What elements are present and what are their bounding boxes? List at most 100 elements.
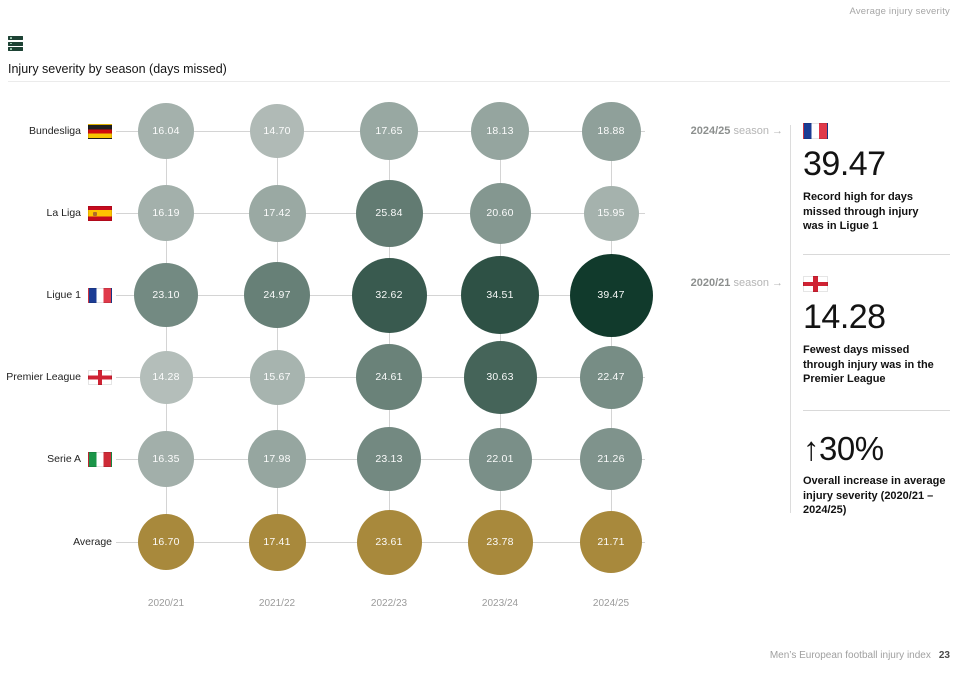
bubble: 24.97 <box>244 262 310 328</box>
bubble-value: 14.70 <box>263 125 291 137</box>
title-divider <box>8 81 950 82</box>
bubble: 15.95 <box>583 185 639 241</box>
x-axis-label: 2023/24 <box>481 598 519 609</box>
bubble: 17.65 <box>360 102 418 160</box>
footer-text: Men’s European football injury index <box>769 650 931 661</box>
sidebar-divider <box>803 410 950 411</box>
x-axis-label: 2024/25 <box>592 598 630 609</box>
row-label: Ligue 1 <box>46 289 81 301</box>
bubble-value: 22.01 <box>486 453 514 465</box>
season-pointer-year: 2020/21 <box>690 277 731 289</box>
bubble: 17.42 <box>248 184 306 242</box>
bubble-value: 30.63 <box>486 371 514 383</box>
bubble-value: 17.98 <box>263 453 291 465</box>
season-pointer-suffix: season → <box>733 125 783 137</box>
bubble-value: 17.42 <box>263 207 291 219</box>
bubble-value: 22.47 <box>597 371 625 383</box>
bubble-value: 15.95 <box>597 207 625 219</box>
bubble-value: 15.67 <box>263 371 291 383</box>
bubble: 18.88 <box>581 101 641 161</box>
season-pointer-year: 2024/25 <box>690 125 731 137</box>
bubble-value: 17.41 <box>263 536 291 548</box>
grid-line-vertical <box>277 131 278 542</box>
bubble: 14.70 <box>250 104 304 158</box>
increase-value: ↑30% <box>803 430 884 467</box>
bubble: 24.61 <box>356 344 422 410</box>
england-flag-icon <box>88 369 112 385</box>
stat-description: Record high for days missed through inju… <box>803 191 919 233</box>
section-label: Average injury severity <box>849 6 950 17</box>
grid-line-vertical <box>500 131 501 542</box>
chart-title: Injury severity by season (days missed) <box>8 62 227 76</box>
bubble: 14.28 <box>139 350 193 404</box>
bubble-value: 14.28 <box>152 371 180 383</box>
italy-flag-icon <box>88 451 112 467</box>
season-pointer-2020-21: 2020/21 season → <box>628 277 783 289</box>
germany-flag-icon <box>88 123 112 139</box>
season-pointer-suffix: season → <box>733 277 783 289</box>
bubble-value: 18.88 <box>597 125 625 137</box>
data-table-icon-bar <box>8 36 23 40</box>
stat-record-high: 39.47 Record high for days missed throug… <box>803 123 953 234</box>
bubble: 23.61 <box>356 509 422 575</box>
bubble-value: 16.19 <box>152 207 180 219</box>
sidebar-divider-vertical <box>790 125 791 513</box>
grid-line-vertical <box>389 131 390 542</box>
bubble: 15.67 <box>249 349 305 405</box>
bubble: 30.63 <box>463 340 537 414</box>
x-axis-label: 2022/23 <box>370 598 408 609</box>
stat-fewest-days: 14.28 Fewest days missed through injury … <box>803 276 953 387</box>
bubble-value: 24.61 <box>375 371 403 383</box>
data-table-icon-bar <box>8 41 23 46</box>
row-label-group: Serie A <box>0 449 112 469</box>
bubble-value: 25.84 <box>375 207 403 219</box>
bubble: 17.41 <box>248 513 306 571</box>
bubble-value: 21.71 <box>597 536 625 548</box>
row-label-group: Bundesliga <box>0 121 112 141</box>
sidebar-divider <box>803 254 950 255</box>
stat-description: Fewest days missed through injury was in… <box>803 344 934 386</box>
bubble-value: 34.51 <box>486 289 514 301</box>
x-axis-label: 2021/22 <box>258 598 296 609</box>
bubble-value: 16.35 <box>152 453 180 465</box>
x-axis-label: 2020/21 <box>147 598 185 609</box>
bubble: 16.04 <box>138 103 194 159</box>
season-pointer-2024-25: 2024/25 season → <box>628 125 783 137</box>
bubble: 21.26 <box>580 428 642 490</box>
row-label: Bundesliga <box>29 125 81 137</box>
france-flag-icon <box>88 287 112 303</box>
bubble: 22.01 <box>468 427 532 491</box>
row-label-group: Average <box>0 532 112 552</box>
bubble-value: 16.70 <box>152 536 180 548</box>
row-label: La Liga <box>46 207 81 219</box>
page-number: 23 <box>938 650 950 661</box>
data-table-icon <box>8 36 23 51</box>
bubble-value: 32.62 <box>375 289 403 301</box>
bubble: 32.62 <box>351 257 427 333</box>
stat-value: 39.47 <box>803 145 886 183</box>
bubble: 23.78 <box>467 509 533 575</box>
bubble: 16.35 <box>138 431 194 487</box>
bubble: 18.13 <box>471 102 529 160</box>
page-footer: Men’s European football injury index 23 <box>770 650 950 661</box>
bubble-value: 21.26 <box>597 453 625 465</box>
grid-line-vertical <box>611 131 612 542</box>
bubble-value: 23.78 <box>486 536 514 548</box>
stat-overall-increase: ↑30% Overall increase in average injury … <box>803 432 953 518</box>
bubble: 23.13 <box>357 427 421 491</box>
data-table-icon-bar <box>8 47 23 51</box>
spain-flag-icon <box>88 205 112 221</box>
bubble: 20.60 <box>469 182 531 244</box>
grid-line-vertical <box>166 131 167 542</box>
bubble: 22.47 <box>579 345 643 409</box>
bubble: 39.47 <box>569 253 653 337</box>
bubble-value: 23.10 <box>152 289 180 301</box>
bubble-value: 23.61 <box>375 536 403 548</box>
stat-value: 14.28 <box>803 298 886 336</box>
bubble: 21.71 <box>580 511 642 573</box>
bubble-value: 24.97 <box>263 289 291 301</box>
bubble: 34.51 <box>461 256 539 334</box>
row-label: Premier League <box>6 371 81 383</box>
